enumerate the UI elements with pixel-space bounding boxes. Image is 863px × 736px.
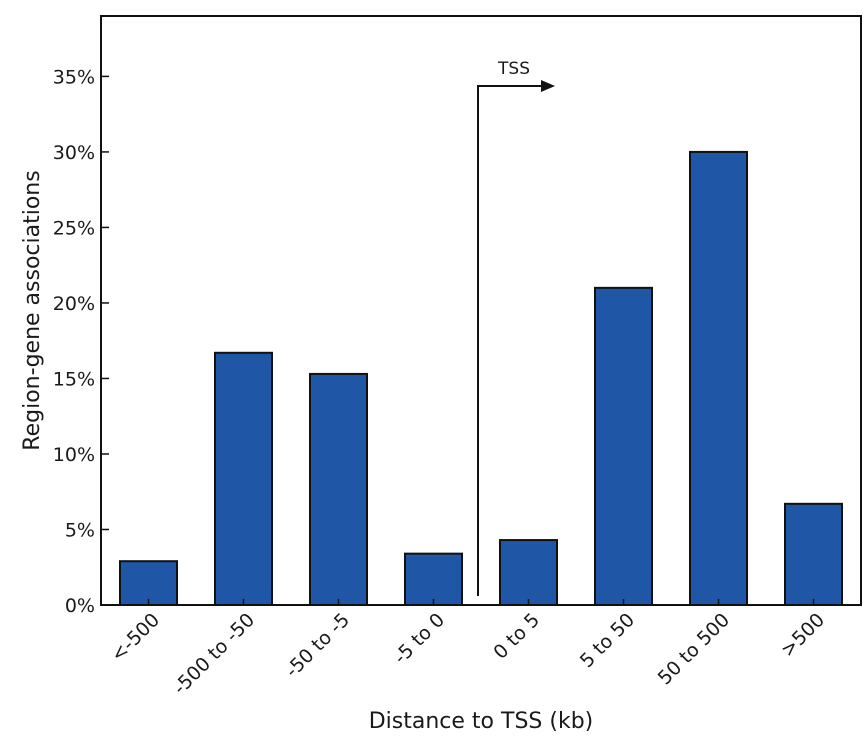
bar-6 [689,150,748,607]
x-tick-label: -5 to 0 [390,609,450,669]
tss-label: TSS [497,59,530,79]
plot-frame [100,15,862,606]
y-tick-label: 0% [65,595,95,617]
y-tick-label: 15% [53,368,95,390]
bar-0 [119,560,178,607]
tss-marker: TSS [477,59,555,596]
bar-3 [404,552,463,607]
y-axis-ticks: 0% 5% 10% 15% 20% 25% 30% 35% [53,66,109,617]
y-tick-label: 10% [53,444,95,466]
bar-2 [309,372,368,606]
y-axis-title: Region-gene associations [20,170,45,450]
x-axis-ticks: <-500 -500 to -50 -50 to -5 -5 to 0 0 to 5 5 … [107,599,829,699]
x-tick-label: >500 [777,609,829,661]
y-tick-label: 5% [65,519,95,541]
x-axis-title: Distance to TSS (kb) [369,709,594,734]
tss-arrow-head [541,80,555,92]
x-tick-label: 5 to 50 [576,609,639,672]
x-tick-label: -500 to -50 [169,609,259,699]
bar-1 [214,351,273,606]
y-tick-label: 35% [53,66,95,88]
y-tick-label: 30% [53,142,95,164]
bars-layer [119,150,843,607]
bar-4 [499,539,558,606]
x-tick-label: 50 to 500 [654,609,734,689]
tss-arrow-line [477,85,543,596]
x-tick-label: <-500 [107,609,164,666]
y-tick-label: 20% [53,293,95,315]
x-tick-label: 0 to 5 [489,609,544,664]
x-tick-label: -50 to -5 [281,609,354,682]
bar-5 [594,286,653,606]
y-tick-label: 25% [53,217,95,239]
bar-7 [784,502,843,607]
